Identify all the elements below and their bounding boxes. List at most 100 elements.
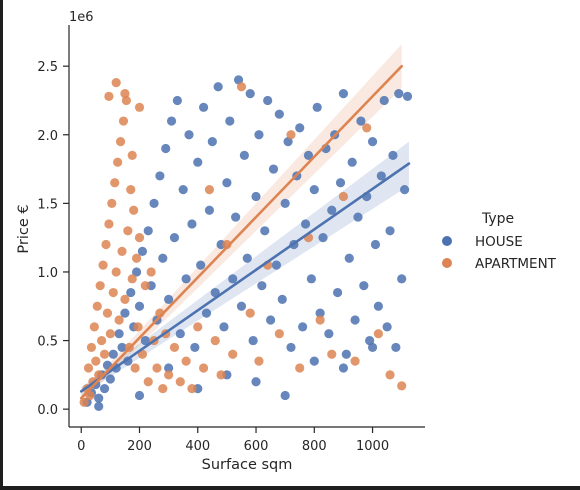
point-house xyxy=(367,342,378,353)
point-house xyxy=(108,349,118,359)
point-apartment xyxy=(158,383,168,394)
point-apartment xyxy=(131,253,142,263)
point-apartment xyxy=(121,95,131,106)
point-house xyxy=(94,393,104,403)
point-house xyxy=(134,390,145,401)
y-offset-text: 1e6 xyxy=(69,10,94,25)
point-house xyxy=(245,89,255,99)
point-house xyxy=(149,198,159,208)
point-apartment xyxy=(140,281,150,291)
point-apartment xyxy=(83,363,94,373)
point-house xyxy=(94,401,104,412)
x-tick-label: 0 xyxy=(77,439,85,454)
point-apartment xyxy=(181,356,191,366)
point-apartment xyxy=(169,342,180,353)
point-house xyxy=(303,150,314,160)
point-house xyxy=(231,212,241,222)
point-house xyxy=(283,137,293,147)
point-apartment xyxy=(204,185,215,195)
point-house xyxy=(187,219,197,229)
legend-label-apartment: APARTMENT xyxy=(475,256,557,272)
point-house xyxy=(300,219,311,229)
point-house xyxy=(242,253,252,263)
point-house xyxy=(265,315,276,325)
point-apartment xyxy=(118,116,129,126)
point-house xyxy=(210,287,220,298)
legend-label-house: HOUSE xyxy=(475,234,523,250)
legend: Type HOUSE APARTMENT xyxy=(442,211,557,272)
point-apartment xyxy=(91,356,101,366)
point-house xyxy=(248,335,258,346)
point-house xyxy=(140,335,150,346)
legend-title: Type xyxy=(481,211,514,227)
point-house xyxy=(120,308,130,318)
x-tick-label: 600 xyxy=(244,439,269,454)
point-house xyxy=(143,226,153,236)
point-apartment xyxy=(198,363,209,373)
point-apartment xyxy=(338,191,349,202)
point-apartment xyxy=(385,370,395,380)
point-house xyxy=(274,109,284,119)
point-house xyxy=(335,178,346,188)
x-tick-label: 200 xyxy=(127,439,152,454)
point-house xyxy=(201,308,212,318)
point-apartment xyxy=(104,219,114,229)
point-house xyxy=(228,274,238,284)
point-apartment xyxy=(210,335,220,346)
regression-line-house xyxy=(79,162,411,393)
point-house xyxy=(327,205,337,215)
point-house xyxy=(260,226,270,236)
point-apartment xyxy=(193,322,203,332)
point-house xyxy=(376,171,386,181)
legend-marker-apartment xyxy=(442,258,452,268)
point-house xyxy=(251,191,261,202)
point-house xyxy=(254,130,264,140)
point-house xyxy=(131,267,142,277)
point-apartment xyxy=(373,329,383,339)
point-house xyxy=(239,150,249,160)
y-axis-label: Price € xyxy=(16,204,32,253)
point-house xyxy=(402,91,413,101)
point-apartment xyxy=(114,315,124,325)
point-house xyxy=(365,335,375,346)
point-apartment xyxy=(98,260,108,270)
y-tick-label: 1.5 xyxy=(37,197,58,212)
point-apartment xyxy=(99,349,110,359)
point-apartment xyxy=(110,178,120,188)
y-ticks: 0.0 0.5 1.0 1.5 2.0 2.5 xyxy=(37,60,69,418)
regression-line-apartment xyxy=(79,64,403,400)
x-ticks: 0 200 400 600 800 1000 xyxy=(77,427,389,454)
point-apartment xyxy=(129,205,139,215)
point-house xyxy=(350,315,360,325)
point-apartment xyxy=(126,185,136,195)
point-house xyxy=(178,185,188,195)
point-house xyxy=(382,322,392,332)
y-tick-label: 0.5 xyxy=(37,335,58,350)
point-house xyxy=(356,116,366,126)
point-house xyxy=(341,349,351,359)
point-house xyxy=(397,274,407,284)
point-house xyxy=(388,150,398,160)
point-house xyxy=(338,363,349,373)
point-house xyxy=(280,198,290,208)
point-house xyxy=(277,294,287,305)
point-house xyxy=(126,287,136,298)
point-house xyxy=(391,342,401,353)
point-house xyxy=(99,383,110,394)
point-house xyxy=(263,95,273,106)
point-apartment xyxy=(120,294,130,305)
point-apartment xyxy=(107,198,117,208)
point-apartment xyxy=(108,287,118,298)
y-tick-label: 2.0 xyxy=(37,129,58,144)
point-house xyxy=(219,322,229,332)
point-apartment xyxy=(111,78,121,88)
point-house xyxy=(207,137,217,147)
point-house xyxy=(134,301,145,311)
point-house xyxy=(298,322,308,332)
point-house xyxy=(333,287,343,298)
point-house xyxy=(198,102,209,112)
point-apartment xyxy=(245,308,255,318)
regression-lines xyxy=(79,64,411,400)
point-house xyxy=(306,274,316,284)
point-house xyxy=(338,89,349,99)
